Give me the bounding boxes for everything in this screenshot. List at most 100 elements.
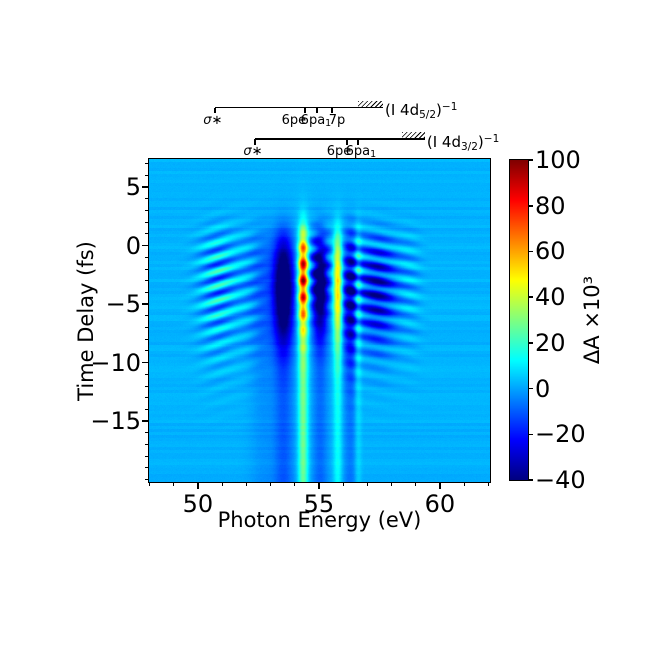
y-axis-tick: [142, 303, 149, 305]
y-axis-minor-tick: [145, 221, 149, 223]
colorbar-tick-label: −20: [535, 420, 586, 449]
y-axis-minor-tick: [145, 209, 149, 211]
level-tick: [304, 107, 306, 113]
ionization-limit-label-part: ): [436, 101, 442, 119]
colorbar-tick-label: 40: [535, 283, 566, 312]
ionization-limit-label-part: 3/2: [461, 140, 478, 153]
x-axis-tick: [318, 482, 320, 489]
y-axis-minor-tick: [145, 174, 149, 176]
state-label-sub: 1: [325, 117, 332, 129]
x-axis-tick: [197, 482, 199, 489]
y-axis-tick: [142, 420, 149, 422]
y-axis-minor-tick: [145, 408, 149, 410]
colorbar-tick: [528, 342, 533, 344]
y-axis-tick: [142, 186, 149, 188]
ionization-limit-label-part: 5/2: [419, 109, 437, 121]
y-axis-minor-tick: [145, 233, 149, 235]
x-axis-minor-tick: [173, 482, 175, 486]
y-axis-tick-label: 0: [125, 231, 141, 260]
state-label-text: 6pe: [281, 112, 307, 128]
y-axis-tick: [142, 361, 149, 364]
state-label: 6pa1: [276, 113, 356, 131]
y-axis-minor-tick: [145, 338, 149, 340]
x-axis-minor-tick: [221, 482, 223, 486]
state-label: 6pa1: [321, 144, 401, 162]
colorbar-tick: [528, 433, 533, 436]
x-axis-minor-tick: [415, 482, 417, 486]
state-label: 6pe: [254, 113, 334, 128]
colorbar-tick: [528, 479, 533, 481]
state-label-sub: 1: [370, 149, 377, 160]
colorbar-tick: [528, 250, 533, 253]
y-axis-minor-tick: [145, 163, 149, 165]
x-axis-tick-label: 55: [303, 490, 335, 518]
level-tick: [254, 139, 256, 145]
colorbar-tick-label: 0: [535, 374, 551, 403]
y-axis-tick-label: −5: [105, 290, 141, 319]
state-label-text: 6pa: [345, 144, 371, 159]
state-label-text: 6pe: [326, 144, 352, 159]
y-axis-minor-tick: [145, 291, 149, 293]
state-label-text: σ∗: [243, 144, 263, 159]
x-axis-minor-tick: [342, 482, 344, 486]
colorbar-tick: [528, 296, 533, 298]
level-bracket-line: [214, 106, 384, 109]
y-axis-minor-tick: [145, 479, 149, 481]
colorbar-tick-label: −40: [535, 466, 586, 494]
y-axis-minor-tick: [145, 280, 149, 282]
y-axis-tick: [142, 244, 149, 247]
y-axis-minor-tick: [145, 315, 149, 317]
x-axis-minor-tick: [269, 482, 271, 486]
ionization-limit-label-part: (I 4d: [426, 132, 461, 151]
colorbar-tick-label: 100: [535, 146, 581, 174]
y-axis-minor-tick: [145, 397, 149, 399]
ionization-limit-label-part: ): [477, 132, 484, 151]
colorbar-tick: [528, 387, 533, 390]
y-axis-minor-tick: [145, 373, 149, 375]
level-tick: [331, 107, 333, 113]
x-axis-tick: [439, 482, 441, 489]
ionization-limit-label: (I 4d3/2)−1: [427, 129, 499, 157]
level-tick: [346, 139, 348, 145]
continuum-hatch: [357, 100, 384, 107]
state-label: σ∗: [213, 144, 293, 159]
x-axis-tick-label: 50: [182, 490, 214, 518]
x-axis-minor-tick: [148, 482, 150, 486]
colorbar-tick: [528, 159, 533, 161]
y-axis-minor-tick: [145, 455, 149, 457]
ionization-limit-label-part: −1: [441, 101, 458, 113]
state-label-text: 6pa: [300, 112, 326, 128]
state-label-text: σ∗: [203, 112, 223, 128]
y-axis-minor-tick: [145, 350, 149, 352]
x-axis-minor-tick: [463, 482, 465, 486]
level-tick: [357, 139, 359, 145]
x-axis-minor-tick: [487, 482, 489, 486]
y-axis-minor-tick: [145, 327, 149, 329]
state-label: σ∗: [173, 113, 253, 128]
y-axis-minor-tick: [145, 385, 149, 387]
colorbar-tick-label: 60: [535, 237, 566, 266]
level-tick: [316, 107, 318, 113]
heatmap-canvas: [149, 159, 490, 482]
x-axis-minor-tick: [390, 482, 392, 486]
x-axis-minor-tick: [245, 482, 247, 486]
ionization-limit-label: (I 4d5/2)−1: [385, 97, 457, 125]
state-label: 7p: [297, 113, 377, 128]
continuum-hatch: [401, 132, 425, 139]
x-axis-tick-label: 60: [424, 490, 456, 518]
y-axis-minor-tick: [145, 444, 149, 446]
y-axis-minor-tick: [145, 467, 149, 469]
level-bracket-line: [255, 138, 425, 140]
ionization-limit-label-part: −1: [483, 132, 500, 145]
y-axis-tick-label: −15: [90, 407, 141, 436]
x-axis-label: Photon Energy (eV): [217, 508, 422, 532]
colorbar-tick-label: 80: [535, 191, 566, 220]
colorbar-tick: [528, 205, 533, 207]
colorbar-tick-label: 20: [535, 328, 566, 357]
level-tick: [214, 107, 216, 113]
state-label: 6pe: [299, 144, 379, 159]
y-axis-minor-tick: [145, 268, 149, 270]
state-label-text: 7p: [328, 112, 346, 128]
x-axis-minor-tick: [366, 482, 368, 486]
